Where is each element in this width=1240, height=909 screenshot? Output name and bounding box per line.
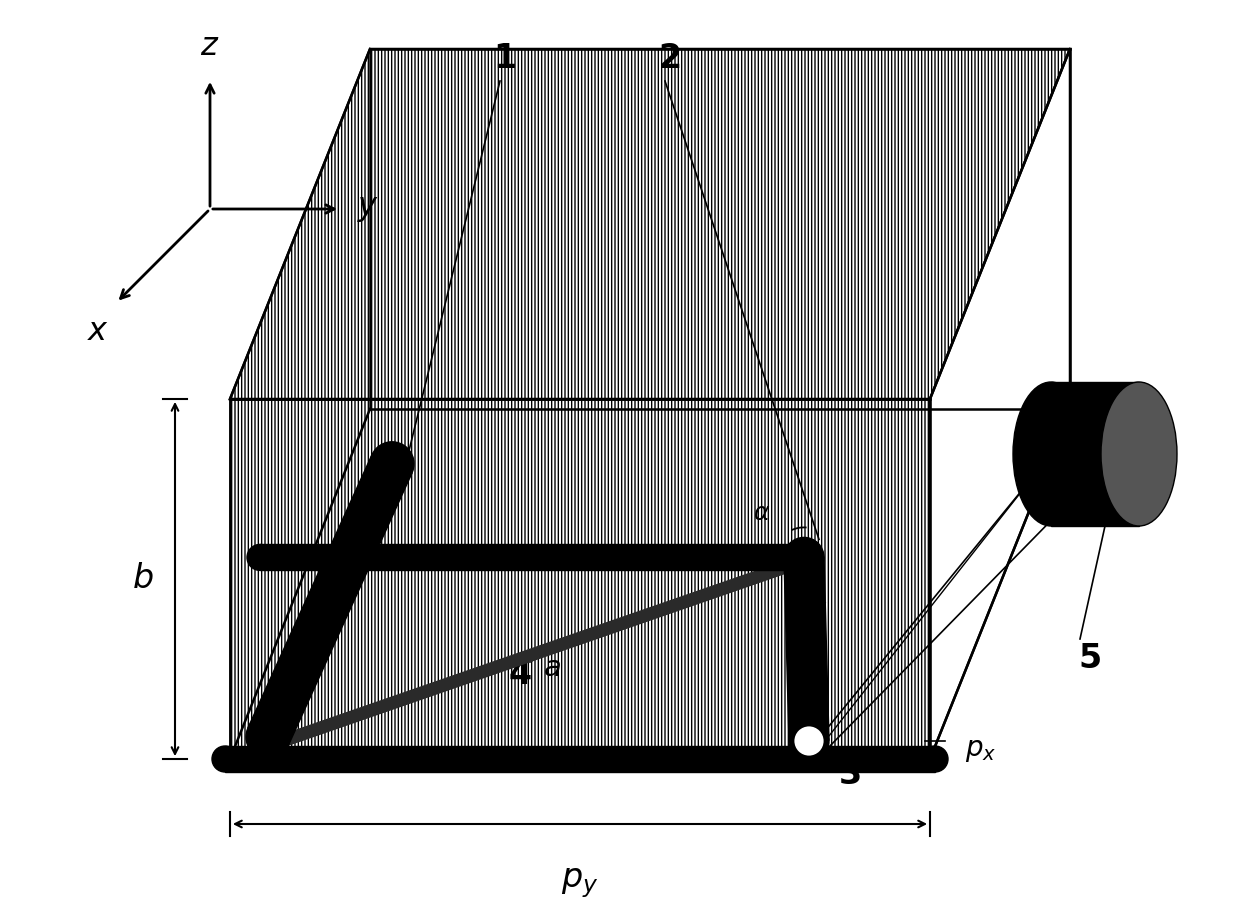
Text: $a$: $a$ <box>543 654 560 682</box>
Text: $x$: $x$ <box>87 315 109 346</box>
Polygon shape <box>260 544 804 571</box>
Polygon shape <box>1052 382 1140 526</box>
Text: 3: 3 <box>838 757 862 791</box>
Text: 1: 1 <box>494 43 517 75</box>
Circle shape <box>247 544 273 571</box>
Polygon shape <box>224 746 935 772</box>
Circle shape <box>794 556 805 568</box>
Circle shape <box>789 721 830 761</box>
Polygon shape <box>248 454 412 746</box>
Circle shape <box>239 748 250 760</box>
Text: 2: 2 <box>658 43 682 75</box>
Polygon shape <box>784 557 830 742</box>
Text: $\alpha$: $\alpha$ <box>754 502 770 525</box>
Circle shape <box>212 746 238 772</box>
Ellipse shape <box>1101 382 1177 526</box>
Circle shape <box>794 725 825 757</box>
Polygon shape <box>930 49 1070 759</box>
Text: $p_y$: $p_y$ <box>562 866 599 900</box>
Text: $z$: $z$ <box>201 31 219 62</box>
Polygon shape <box>229 49 1070 399</box>
Circle shape <box>791 544 817 571</box>
Circle shape <box>370 442 414 485</box>
Polygon shape <box>243 557 801 760</box>
Text: 4: 4 <box>508 657 532 691</box>
Circle shape <box>246 715 290 759</box>
Text: 5: 5 <box>1079 643 1101 675</box>
Polygon shape <box>229 399 930 759</box>
Text: $\alpha$: $\alpha$ <box>811 597 827 622</box>
Text: $b$: $b$ <box>133 563 154 595</box>
Circle shape <box>923 746 949 772</box>
Ellipse shape <box>1013 382 1089 526</box>
Text: $y$: $y$ <box>357 194 379 225</box>
Circle shape <box>784 537 825 577</box>
Text: $p_x$: $p_x$ <box>965 736 997 764</box>
